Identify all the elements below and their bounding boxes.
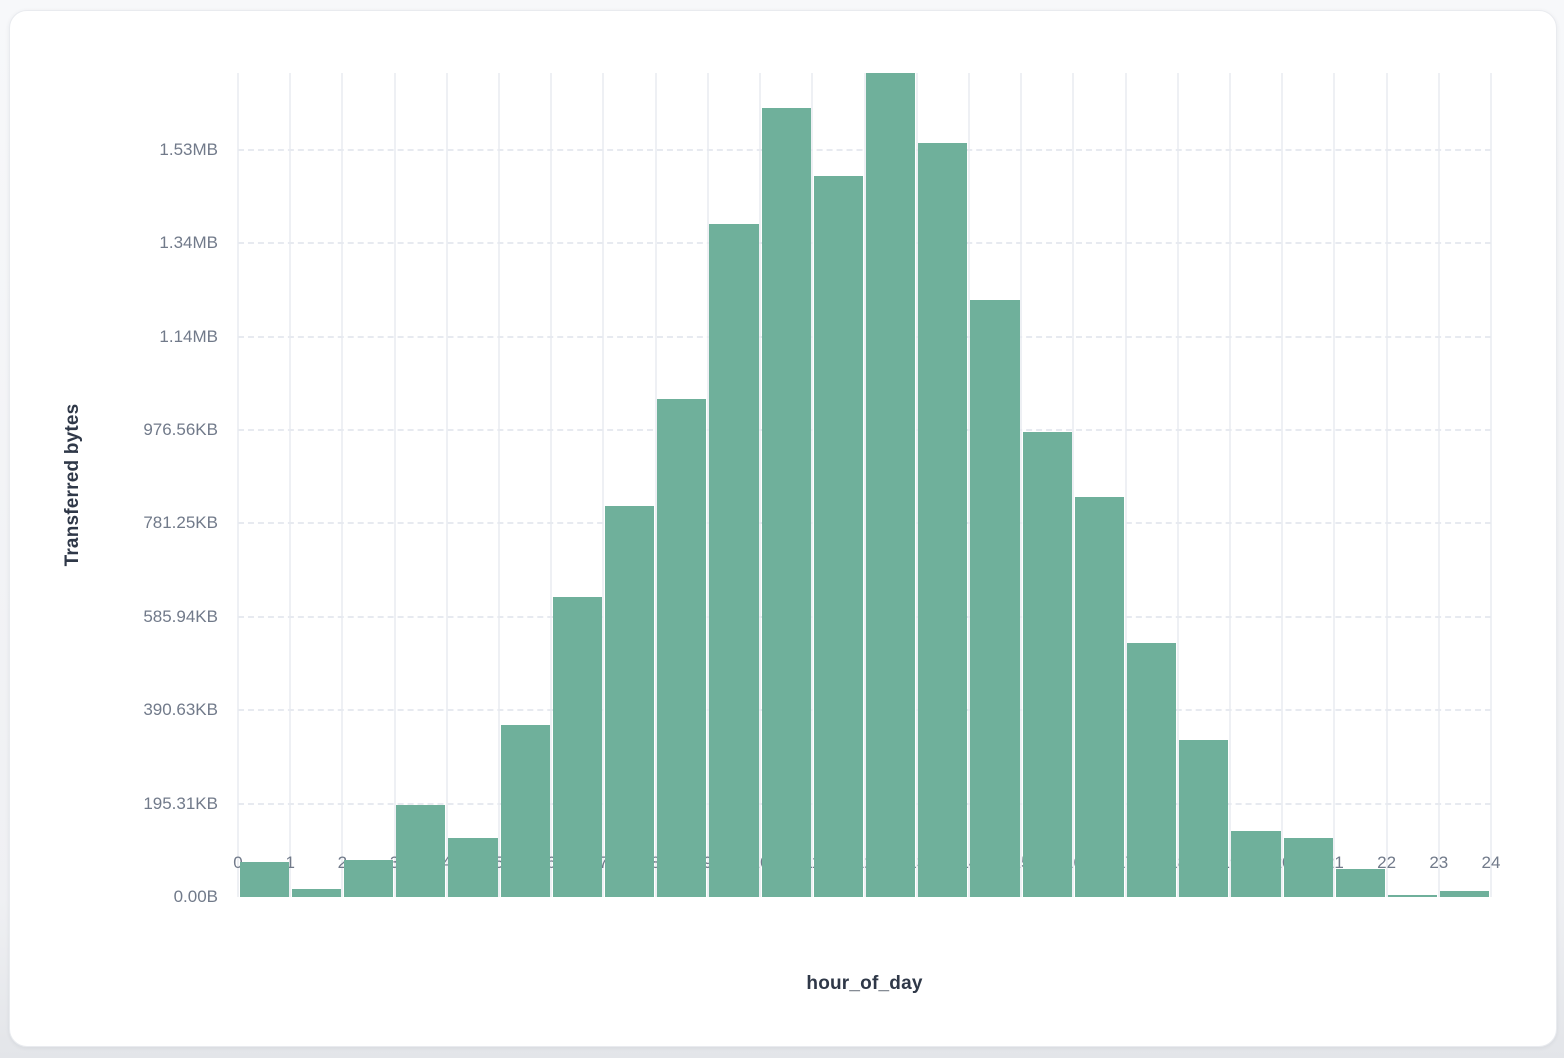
bar-hour-14[interactable] xyxy=(970,300,1020,897)
vertical-gridline xyxy=(759,73,762,897)
bar-hour-2[interactable] xyxy=(343,860,394,897)
vertical-gridline xyxy=(341,73,344,897)
x-tick-label-8: 8 xyxy=(650,853,661,872)
y-tick-label-976.56KB: 976.56KB xyxy=(143,420,218,440)
y-tick-label-195.31KB: 195.31KB xyxy=(143,793,218,813)
vertical-gridline xyxy=(863,73,866,897)
x-tick-label-22: 22 xyxy=(1377,853,1397,872)
bar-hour-10[interactable] xyxy=(761,108,811,897)
bar-hour-4[interactable] xyxy=(448,838,498,897)
horizontal-gridline xyxy=(238,148,1491,151)
bar-hour-20[interactable] xyxy=(1283,838,1333,897)
plot-area xyxy=(237,73,1492,897)
vertical-gridline xyxy=(1385,73,1388,897)
bar-hour-15[interactable] xyxy=(1022,432,1072,897)
horizontal-gridline xyxy=(238,615,1491,618)
bar-hour-12[interactable] xyxy=(866,73,916,897)
vertical-gridline xyxy=(1124,73,1127,897)
x-tick-label-6: 6 xyxy=(546,853,556,872)
vertical-gridline xyxy=(1228,73,1231,897)
vertical-gridline xyxy=(1333,73,1336,897)
y-tick-label-1.53MB: 1.53MB xyxy=(159,139,218,159)
vertical-gridline xyxy=(1281,73,1284,897)
x-tick-label-5: 5 xyxy=(494,853,504,872)
bar-hour-1[interactable] xyxy=(291,889,341,897)
bar-hour-18[interactable] xyxy=(1179,740,1229,897)
horizontal-gridline xyxy=(238,429,1491,432)
vertical-gridline xyxy=(498,73,501,897)
vertical-gridline xyxy=(915,73,918,897)
bar-hour-22[interactable] xyxy=(1388,895,1438,897)
x-tick-label-4: 4 xyxy=(442,853,452,872)
vertical-gridline xyxy=(811,73,814,897)
bar-hour-5[interactable] xyxy=(500,725,550,897)
x-tick-label-1: 1 xyxy=(285,853,295,872)
vertical-gridline xyxy=(1176,73,1179,897)
vertical-gridline xyxy=(1020,73,1023,897)
vertical-gridline xyxy=(602,73,605,897)
y-tick-label-585.94KB: 585.94KB xyxy=(143,606,218,626)
bar-hour-7[interactable] xyxy=(604,506,655,897)
x-tick-label-2: 2 xyxy=(337,853,348,872)
vertical-gridline xyxy=(1437,73,1440,897)
x-tick-label-9: 9 xyxy=(703,853,713,872)
vertical-gridline xyxy=(393,73,396,897)
y-tick-label-1.14MB: 1.14MB xyxy=(159,326,218,346)
y-tick-label-0.00B: 0.00B xyxy=(173,887,218,906)
x-axis-title: hour_of_day xyxy=(806,973,923,994)
vertical-gridline xyxy=(445,73,448,897)
y-axis-title: Transferred bytes xyxy=(62,403,83,567)
x-tick-label-23: 23 xyxy=(1429,853,1449,872)
vertical-gridline xyxy=(550,73,553,897)
bar-hour-13[interactable] xyxy=(918,143,968,897)
horizontal-gridline xyxy=(238,522,1491,525)
x-tick-label-0: 0 xyxy=(233,853,243,872)
vertical-gridline xyxy=(237,73,239,897)
x-tick-label-7: 7 xyxy=(598,853,609,872)
bar-hour-16[interactable] xyxy=(1074,497,1125,897)
y-tick-label-1.34MB: 1.34MB xyxy=(159,233,218,253)
y-tick-label-390.63KB: 390.63KB xyxy=(143,700,218,720)
bar-hour-6[interactable] xyxy=(552,597,602,897)
horizontal-gridline xyxy=(238,242,1491,245)
bar-hour-17[interactable] xyxy=(1127,643,1177,897)
bar-hour-23[interactable] xyxy=(1440,891,1490,897)
bar-hour-11[interactable] xyxy=(813,176,863,897)
bar-hour-8[interactable] xyxy=(657,399,707,897)
bar-hour-9[interactable] xyxy=(709,224,759,897)
horizontal-gridline xyxy=(238,709,1491,712)
vertical-gridline xyxy=(654,73,657,897)
horizontal-gridline xyxy=(238,802,1491,805)
horizontal-gridline xyxy=(238,335,1491,338)
y-tick-label-781.25KB: 781.25KB xyxy=(143,513,218,533)
bar-hour-0[interactable] xyxy=(239,862,289,897)
bar-hour-19[interactable] xyxy=(1231,831,1281,897)
x-tick-label-24: 24 xyxy=(1481,853,1501,872)
vertical-gridline xyxy=(706,73,709,897)
vertical-gridline xyxy=(1072,73,1075,897)
vertical-gridline xyxy=(289,73,292,897)
bar-hour-21[interactable] xyxy=(1335,869,1386,897)
x-tick-label-3: 3 xyxy=(389,853,400,872)
vertical-gridline xyxy=(967,73,970,897)
bar-hour-3[interactable] xyxy=(396,805,446,897)
vertical-gridline xyxy=(1490,73,1492,897)
